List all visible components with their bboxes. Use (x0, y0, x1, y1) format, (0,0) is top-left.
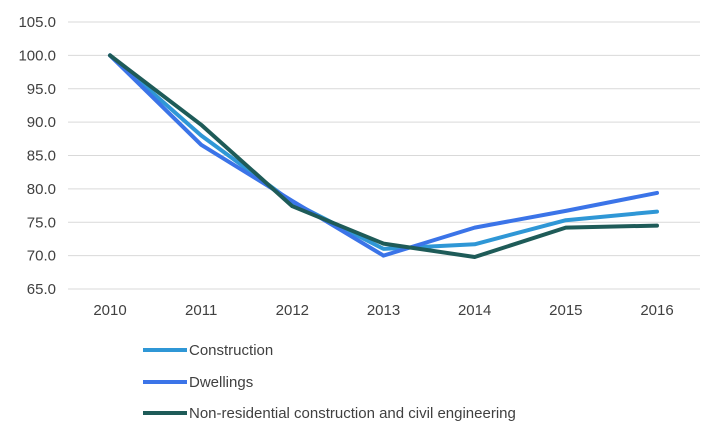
y-axis-tick-labels: 65.0 70.0 75.0 80.0 85.0 90.0 95.0 100.0 105.0 (18, 14, 56, 298)
y-tick-label: 95.0 (27, 81, 56, 98)
series-line-1 (108, 53, 659, 251)
x-tick-label: 2016 (640, 302, 673, 319)
x-axis-tick-labels: 2010 2011 2012 2013 2014 2015 2016 (93, 302, 673, 319)
x-tick-label: 2015 (549, 302, 582, 319)
legend-label: Non-residential construction and civil e… (189, 405, 516, 422)
y-tick-label: 80.0 (27, 181, 56, 198)
x-tick-label: 2011 (185, 302, 217, 319)
y-tick-label: 75.0 (27, 214, 56, 231)
y-tick-label: 85.0 (27, 148, 56, 165)
x-tick-label: 2014 (458, 302, 491, 319)
legend: Construction Dwellings Non-residential con… (143, 342, 516, 422)
y-tick-label: 65.0 (27, 281, 56, 298)
legend-label: Dwellings (189, 374, 253, 391)
grid-lines (68, 21, 700, 290)
x-tick-label: 2012 (276, 302, 309, 319)
series-line-3 (108, 53, 659, 259)
y-tick-label: 70.0 (27, 248, 56, 265)
y-tick-label: 100.0 (18, 47, 56, 64)
series-lines (108, 53, 659, 259)
x-tick-label: 2010 (93, 302, 126, 319)
series-line-2 (108, 53, 659, 258)
x-tick-label: 2013 (367, 302, 400, 319)
y-tick-label: 90.0 (27, 114, 56, 131)
y-tick-label: 105.0 (18, 14, 56, 31)
legend-label: Construction (189, 342, 273, 359)
